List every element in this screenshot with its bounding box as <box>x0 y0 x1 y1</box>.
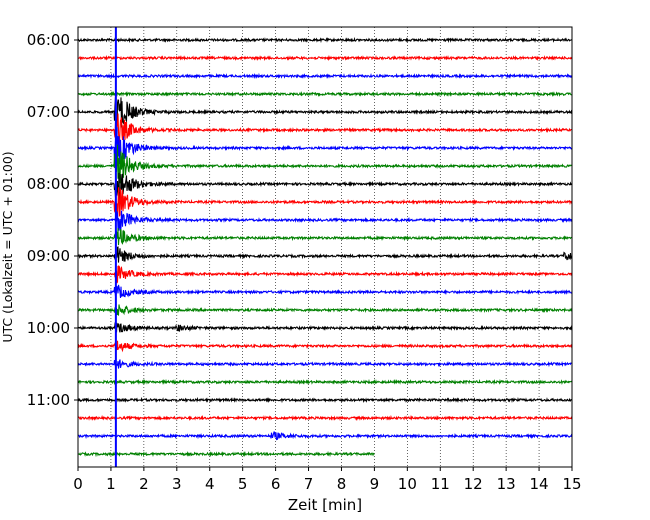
x-tick-label: 1 <box>106 475 116 493</box>
x-tick-label: 15 <box>562 475 581 493</box>
trace-row <box>77 172 573 201</box>
x-tick-label: 6 <box>271 475 281 493</box>
x-tick-label: 8 <box>337 475 347 493</box>
x-tick-label: 10 <box>398 475 417 493</box>
trace-row <box>77 359 572 369</box>
y-tick-label: 09:00 <box>27 247 70 265</box>
x-tick-label: 13 <box>497 475 516 493</box>
x-axis-label: Zeit [min] <box>288 496 362 514</box>
y-tick-label: 08:00 <box>27 175 70 193</box>
trace-row <box>77 284 573 299</box>
trace-row <box>78 304 573 317</box>
y-tick-label: 10:00 <box>27 319 70 337</box>
trace-row <box>77 340 573 353</box>
trace-row <box>78 450 375 458</box>
x-tick-label: 11 <box>431 475 450 493</box>
grid-lines <box>110 27 540 467</box>
trace-group <box>77 36 573 458</box>
trace-row <box>77 54 573 62</box>
trace-row <box>77 36 573 44</box>
x-tick-label: 9 <box>370 475 380 493</box>
plot-frame <box>77 26 573 468</box>
trace-row <box>77 322 573 333</box>
x-tick-label: 14 <box>530 475 549 493</box>
y-axis-ticks: 06:00 07:00 08:00 09:00 10:00 11:00 <box>27 31 78 409</box>
trace-row <box>77 431 573 441</box>
trace-row <box>77 396 573 404</box>
x-tick-label: 5 <box>238 475 248 493</box>
trace-row <box>77 72 573 80</box>
trace-row <box>77 414 573 422</box>
trace-row <box>77 113 573 147</box>
trace-row <box>77 127 573 166</box>
x-tick-label: 3 <box>172 475 182 493</box>
x-tick-label: 12 <box>464 475 483 493</box>
y-tick-label: 06:00 <box>27 31 70 49</box>
trace-row <box>77 378 573 386</box>
trace-row <box>77 90 573 98</box>
y-tick-label: 07:00 <box>27 103 70 121</box>
x-tick-label: 0 <box>73 475 83 493</box>
trace-row <box>77 246 573 263</box>
x-axis-ticks: 0 1 2 3 4 5 6 7 8 9 10 11 12 13 14 15 <box>73 467 582 493</box>
x-tick-label: 4 <box>205 475 215 493</box>
x-tick-label: 7 <box>304 475 314 493</box>
trace-row <box>77 187 573 221</box>
trace-row <box>77 210 573 232</box>
y-tick-label: 11:00 <box>27 391 70 409</box>
trace-row <box>77 96 573 134</box>
x-tick-label: 2 <box>139 475 149 493</box>
trace-row <box>77 228 573 246</box>
trace-row <box>77 264 573 284</box>
y-axis-label: UTC (Lokalzeit = UTC + 01:00) <box>0 151 15 342</box>
trace-row <box>77 144 573 184</box>
